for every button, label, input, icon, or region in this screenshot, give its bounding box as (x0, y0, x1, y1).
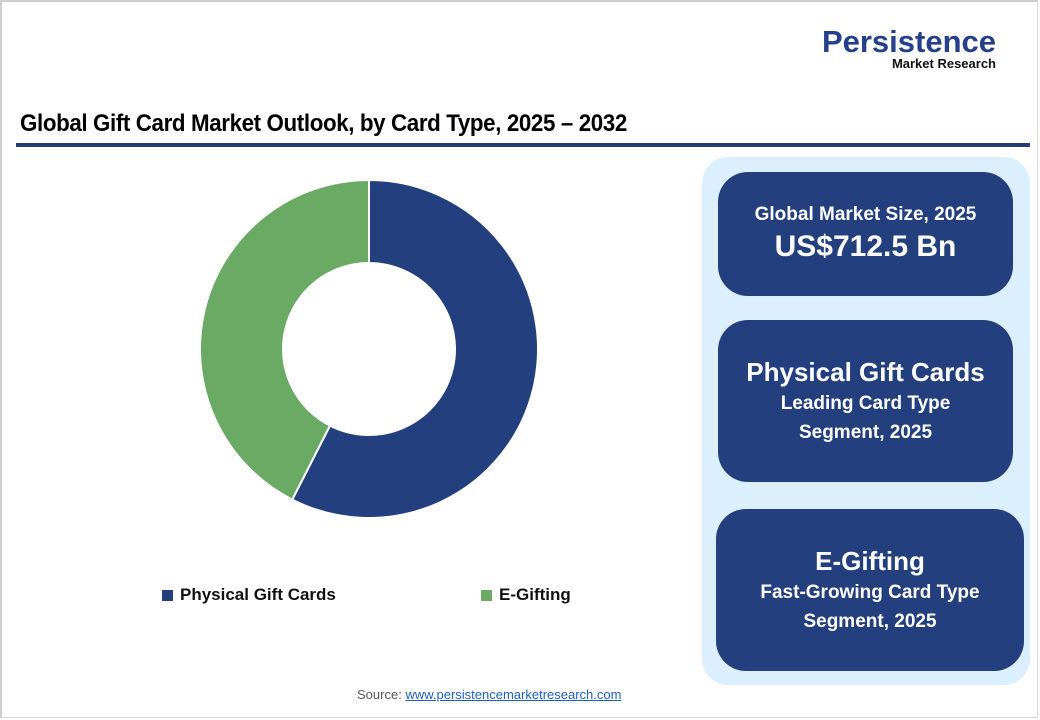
legend-label-physical: Physical Gift Cards (180, 585, 336, 604)
source-note: Source: www.persistencemarketresearch.co… (357, 687, 621, 702)
brand-name: Persistence (821, 24, 996, 59)
leading-segment-line1: Leading Card Type (780, 393, 951, 414)
market-size-value: US$712.5 Bn (774, 230, 957, 263)
fastest-segment-heading: E-Gifting (815, 546, 925, 576)
fastest-segment-line1: Fast-Growing Card Type (760, 582, 980, 603)
market-size-label: Global Market Size, 2025 (754, 204, 977, 225)
legend-item-physical: Physical Gift Cards (162, 585, 336, 605)
donut-slice-egifting (199, 179, 370, 501)
legend-label-egifting: E-Gifting (499, 585, 571, 604)
source-label: Source: (357, 687, 402, 702)
legend-swatch-egifting (481, 589, 492, 601)
fastest-segment-card: E-Gifting Fast-Growing Card Type Segment… (716, 509, 1024, 671)
donut-chart (199, 179, 539, 519)
brand-logo: Persistence Market Research (796, 26, 996, 71)
chart-title: Global Gift Card Market Outlook, by Card… (20, 110, 627, 137)
source-link[interactable]: www.persistencemarketresearch.com (405, 687, 622, 702)
leading-segment-line2: Segment, 2025 (798, 422, 933, 443)
market-size-card: Global Market Size, 2025 US$712.5 Bn (718, 172, 1013, 296)
legend-swatch-physical (162, 589, 173, 601)
leading-segment-card: Physical Gift Cards Leading Card Type Se… (718, 320, 1013, 482)
legend-item-egifting: E-Gifting (481, 585, 571, 605)
leading-segment-heading: Physical Gift Cards (746, 357, 985, 387)
fastest-segment-line2: Segment, 2025 (803, 611, 937, 632)
donut-slice-physical (290, 179, 539, 519)
brand-tagline: Market Research (891, 56, 996, 71)
title-divider (16, 143, 1030, 147)
